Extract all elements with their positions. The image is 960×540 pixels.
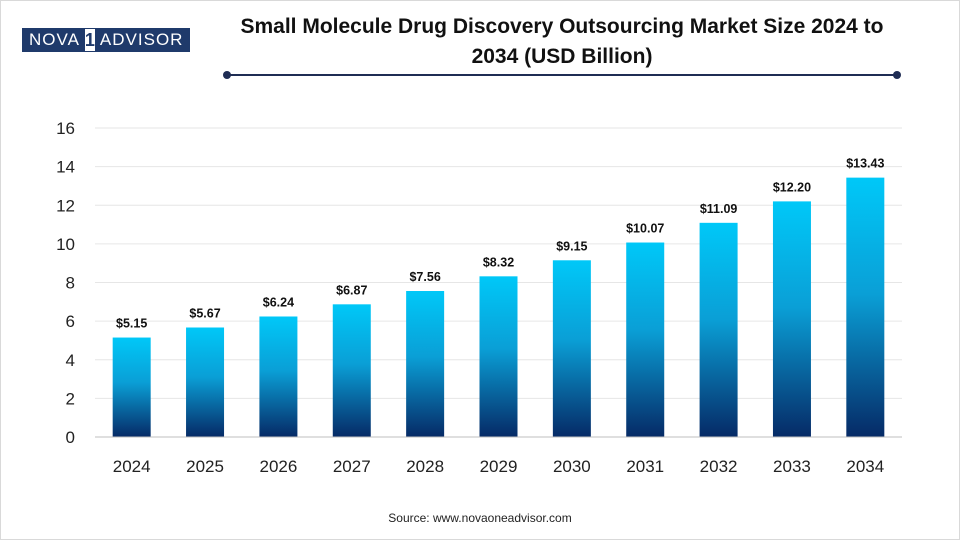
title-underline [223,71,901,79]
x-tick-label-2025: 2025 [186,457,224,476]
y-tick-label: 12 [56,196,75,215]
bar-2031 [626,242,665,437]
data-label-2029: $8.32 [483,255,514,269]
x-tick-label-2026: 2026 [259,457,297,476]
x-tick-label-2030: 2030 [553,457,591,476]
bar-2032 [699,222,738,437]
x-tick-label-2029: 2029 [480,457,518,476]
data-label-2025: $5.67 [189,306,220,320]
data-labels: $5.15 $5.67 $6.24 $6.87 $7.56 $8.32 $9.15 $10.0… [116,157,884,331]
data-label-2030: $9.15 [556,239,587,253]
x-axis-ticks: 2024 2025 2026 2027 2028 2029 2030 2031 2032 2033… [113,457,884,476]
data-label-2031: $10.07 [626,222,664,236]
title-underline-right-dot [893,71,901,79]
data-label-2026: $6.24 [263,295,294,309]
y-tick-label: 16 [56,119,75,138]
x-tick-label-2032: 2032 [700,457,738,476]
brand-logo-one: 1 [82,29,97,51]
bar-2026 [259,316,298,437]
data-label-2033: $12.20 [773,180,811,194]
data-label-2027: $6.87 [336,283,367,297]
data-label-2028: $7.56 [409,270,440,284]
bar-2027 [332,304,371,437]
x-tick-label-2028: 2028 [406,457,444,476]
y-tick-label: 6 [66,312,75,331]
bar-2029 [479,276,518,437]
chart-title-line-1: Small Molecule Drug Discovery Outsourcin… [240,15,884,38]
y-tick-label: 0 [66,428,75,447]
brand-logo: NOVA 1 ADVISOR [22,28,191,52]
bar-2034 [846,177,885,437]
bar-2030 [552,260,591,437]
chart-title: Small Molecule Drug Discovery Outsourcin… [212,12,912,72]
x-tick-label-2034: 2034 [846,457,884,476]
y-tick-label: 4 [66,351,75,370]
source-note: Source: www.novaoneadvisor.com [388,511,572,525]
y-tick-label: 14 [56,158,75,177]
data-label-2032: $11.09 [700,202,738,216]
y-axis-ticks: 0 2 4 6 8 10 12 14 16 [56,119,75,447]
x-tick-label-2031: 2031 [626,457,664,476]
chart-title-line-2: 2034 (USD Billion) [471,45,653,68]
y-tick-label: 10 [56,235,75,254]
title-underline-left-dot [223,71,231,79]
x-tick-label-2024: 2024 [113,457,151,476]
brand-logo-advisor: ADVISOR [96,29,190,51]
y-tick-label: 2 [66,389,75,408]
x-tick-label-2027: 2027 [333,457,371,476]
gridlines [95,127,902,399]
data-label-2034: $13.43 [846,157,884,171]
x-tick-label-2033: 2033 [773,457,811,476]
data-label-2024: $5.15 [116,317,147,331]
brand-logo-nova: NOVA [23,29,83,51]
bar-2024 [112,337,151,437]
y-tick-label: 8 [66,274,75,293]
bar-2033 [772,201,811,437]
bars [112,177,885,437]
bar-2028 [406,290,445,437]
bar-2025 [186,327,225,437]
